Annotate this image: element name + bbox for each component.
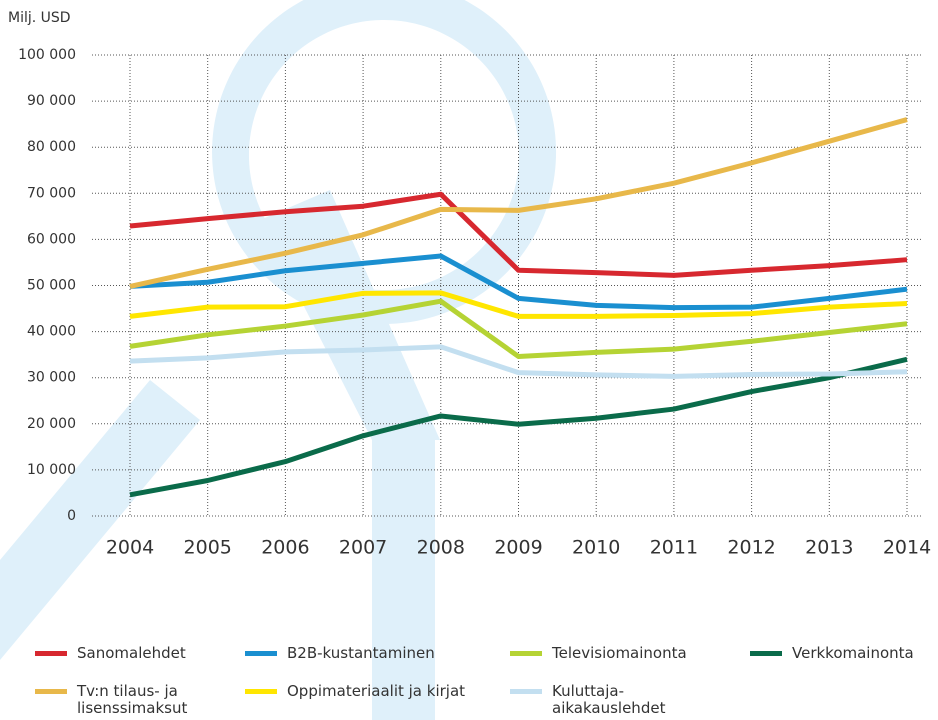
legend: Sanomalehdet B2B-kustantaminen Televisioma…: [0, 0, 938, 720]
legend-item: Kuluttaja-aikakauslehdet: [510, 683, 732, 717]
legend-swatch: [245, 651, 277, 656]
legend-swatch: [750, 651, 782, 656]
page: Milj. USD 010 00020 00030 00040 00050 00…: [0, 0, 938, 720]
legend-item: Sanomalehdet: [35, 645, 257, 662]
legend-item: Oppimateriaalit ja kirjat: [245, 683, 467, 700]
legend-item: Verkkomainonta: [750, 645, 938, 662]
legend-label: Sanomalehdet: [77, 645, 257, 662]
legend-item: Tv:n tilaus- ja lisenssimaksut: [35, 683, 197, 717]
legend-label: Tv:n tilaus- ja lisenssimaksut: [77, 683, 197, 717]
legend-swatch: [35, 689, 67, 694]
legend-swatch: [510, 651, 542, 656]
legend-label: Oppimateriaalit ja kirjat: [287, 683, 467, 700]
legend-swatch: [245, 689, 277, 694]
legend-swatch: [510, 689, 542, 694]
legend-swatch: [35, 651, 67, 656]
legend-label: B2B-kustantaminen: [287, 645, 467, 662]
legend-item: Televisiomainonta: [510, 645, 732, 662]
legend-label: Televisiomainonta: [552, 645, 732, 662]
legend-item: B2B-kustantaminen: [245, 645, 467, 662]
legend-label: Verkkomainonta: [792, 645, 938, 662]
legend-label: Kuluttaja-aikakauslehdet: [552, 683, 732, 717]
